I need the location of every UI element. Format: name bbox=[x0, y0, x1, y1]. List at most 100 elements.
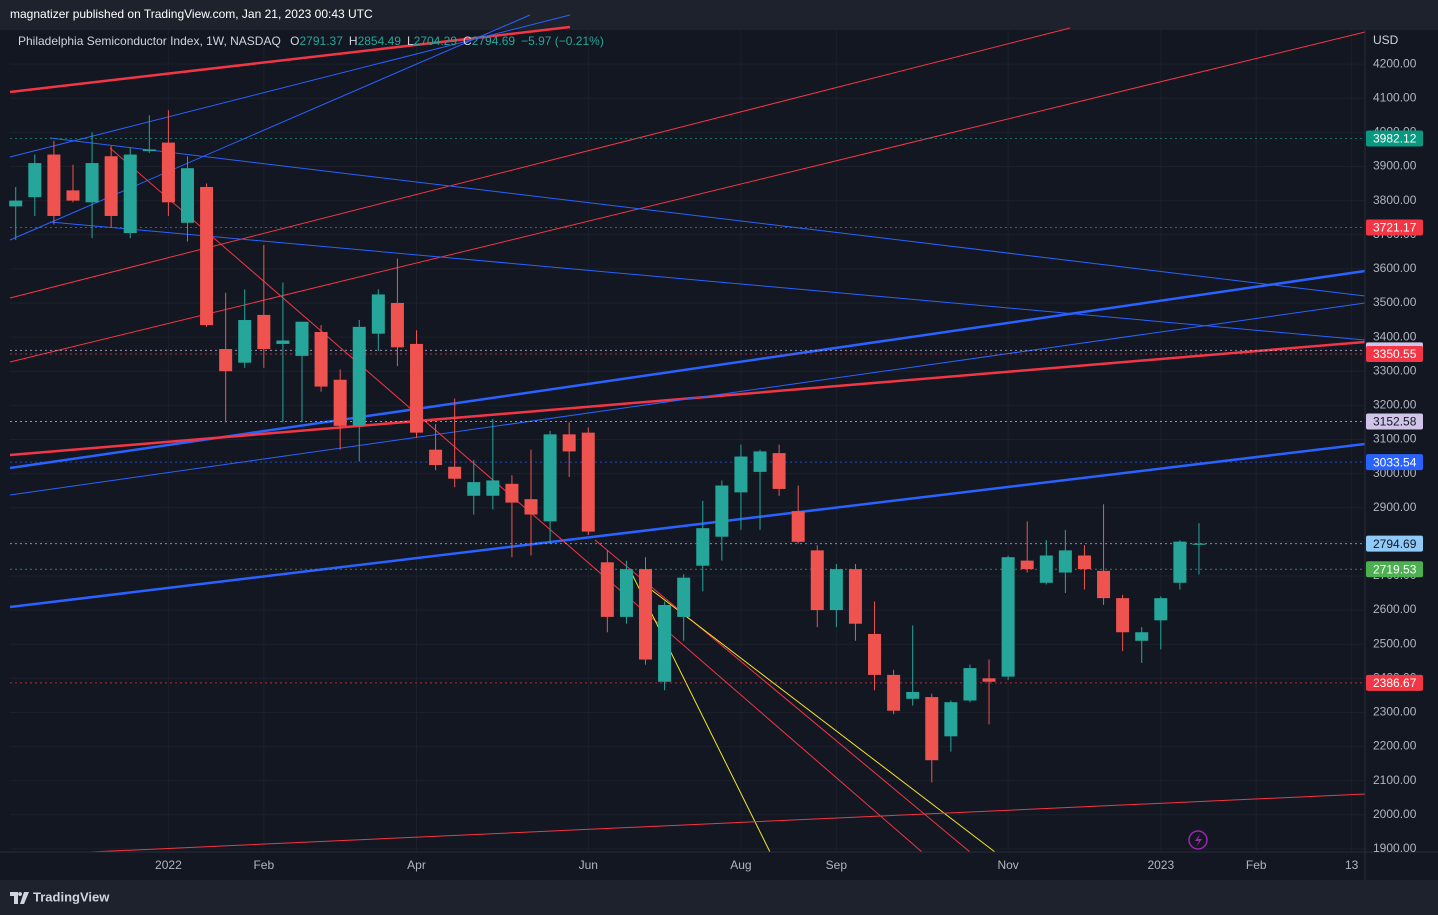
y-tick-label: 2500.00 bbox=[1373, 636, 1417, 650]
candle-body bbox=[142, 149, 156, 152]
price-label: 2386.67 bbox=[1373, 676, 1417, 690]
trend-line bbox=[49, 221, 1366, 341]
candle-body bbox=[562, 434, 576, 452]
candle-body bbox=[658, 604, 672, 682]
candle-body bbox=[429, 449, 443, 466]
y-tick-label: 3800.00 bbox=[1373, 193, 1417, 207]
candle-body bbox=[1077, 555, 1091, 570]
candle-body bbox=[982, 678, 996, 682]
y-tick-label: 3300.00 bbox=[1373, 363, 1417, 377]
legend-ohlc-label: H bbox=[349, 34, 358, 48]
candle-body bbox=[810, 550, 824, 611]
candle-body bbox=[47, 154, 61, 216]
trend-line bbox=[9, 27, 1071, 299]
axis: 1900.002000.002100.002200.002300.002400.… bbox=[155, 56, 1423, 872]
candle-body bbox=[390, 302, 404, 348]
candle-body bbox=[848, 569, 862, 624]
x-tick-label: Jun bbox=[579, 858, 598, 872]
trend-line bbox=[9, 14, 571, 158]
legend-change: −5.97 (−0.21%) bbox=[521, 34, 604, 48]
publisher-line: magnatizer published on TradingView.com,… bbox=[10, 7, 373, 21]
candle-body bbox=[925, 697, 939, 761]
brand-logo bbox=[10, 892, 29, 904]
price-label-box bbox=[1366, 674, 1423, 691]
candle-body bbox=[333, 379, 347, 426]
price-label-box bbox=[1366, 535, 1423, 552]
candle-body bbox=[906, 691, 920, 699]
candle-body bbox=[505, 483, 519, 503]
candle-body bbox=[600, 562, 614, 617]
candle-body bbox=[619, 569, 633, 617]
candle-body bbox=[581, 432, 595, 532]
y-tick-label: 2300.00 bbox=[1373, 705, 1417, 719]
x-tick-label: Sep bbox=[826, 858, 848, 872]
legend-ohlc-value: 2791.37 bbox=[300, 34, 344, 48]
trend-line bbox=[9, 442, 1366, 609]
candle-body bbox=[543, 434, 557, 522]
candle-body bbox=[1135, 632, 1149, 641]
x-tick-label: Feb bbox=[253, 858, 274, 872]
footer-brand: TradingView bbox=[33, 889, 110, 904]
y-tick-label: 4200.00 bbox=[1373, 56, 1417, 70]
candle-body bbox=[180, 168, 194, 223]
candle-body bbox=[219, 349, 233, 372]
legend-ohlc-value: 2854.49 bbox=[358, 34, 402, 48]
price-label-box bbox=[1366, 454, 1423, 471]
candle-body bbox=[161, 142, 175, 203]
price-label: 2719.53 bbox=[1373, 562, 1417, 576]
x-tick-label: Feb bbox=[1246, 858, 1267, 872]
candle-body bbox=[486, 480, 500, 496]
candle-body bbox=[677, 577, 691, 617]
price-label: 3721.17 bbox=[1373, 221, 1417, 235]
candle-body bbox=[715, 485, 729, 537]
trend-line bbox=[89, 793, 1366, 853]
candle-body bbox=[410, 343, 423, 433]
legend-ohlc-value: 2794.69 bbox=[472, 34, 516, 48]
candle-body bbox=[85, 163, 99, 203]
price-lines bbox=[10, 137, 1365, 684]
candle-body bbox=[1173, 541, 1187, 583]
x-tick-label: 2023 bbox=[1147, 858, 1174, 872]
price-label-box bbox=[1366, 561, 1423, 578]
x-tick-label: Aug bbox=[730, 858, 751, 872]
candle-body bbox=[753, 451, 767, 472]
price-label-box bbox=[1366, 130, 1423, 147]
legend-ohlc-value: 2704.29 bbox=[414, 34, 458, 48]
y-tick-label: 3600.00 bbox=[1373, 261, 1417, 275]
price-label-box bbox=[1366, 219, 1423, 236]
candle-body bbox=[1058, 550, 1072, 573]
candle-body bbox=[295, 321, 309, 356]
y-tick-label: 1900.00 bbox=[1373, 841, 1417, 855]
candle-body bbox=[28, 163, 42, 198]
y-tick-label: 2200.00 bbox=[1373, 739, 1417, 753]
trend-line bbox=[9, 302, 1366, 496]
price-label: 3982.12 bbox=[1373, 132, 1417, 146]
candle-body bbox=[639, 569, 653, 660]
candle-body bbox=[829, 569, 843, 611]
candle-body bbox=[524, 499, 538, 515]
candle-body bbox=[257, 314, 271, 350]
x-tick-label: 2022 bbox=[155, 858, 182, 872]
y-tick-label: 2900.00 bbox=[1373, 500, 1417, 514]
price-label: 3350.55 bbox=[1373, 347, 1417, 361]
candle-body bbox=[1001, 557, 1015, 677]
price-label-box bbox=[1366, 413, 1423, 430]
candle-body bbox=[1192, 543, 1206, 545]
legend-title: Philadelphia Semiconductor Index, 1W, NA… bbox=[18, 34, 281, 48]
candle-body bbox=[371, 294, 385, 334]
trend-line bbox=[594, 539, 971, 853]
candle-body bbox=[1116, 598, 1130, 633]
candle-body bbox=[1020, 560, 1034, 570]
candle-body bbox=[66, 190, 80, 201]
candle-body bbox=[9, 200, 23, 207]
trend-line bbox=[629, 569, 771, 853]
candles bbox=[9, 110, 1206, 783]
x-tick-label: 13 bbox=[1345, 858, 1359, 872]
x-tick-label: Nov bbox=[997, 858, 1018, 872]
y-tick-label: 2000.00 bbox=[1373, 807, 1417, 821]
candle-body bbox=[791, 511, 805, 542]
y-tick-label: 3400.00 bbox=[1373, 329, 1417, 343]
